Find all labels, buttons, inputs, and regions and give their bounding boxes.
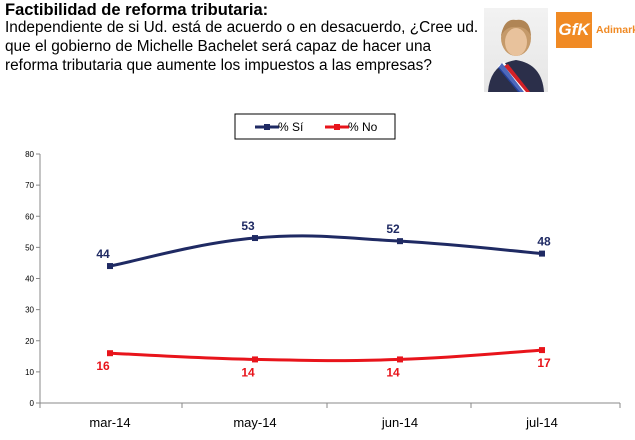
legend-label-no: % No	[348, 120, 378, 134]
data-label-si: 52	[386, 222, 400, 236]
x-tick-label: may-14	[233, 415, 276, 430]
adimark-logo-text: Adimark	[596, 24, 635, 36]
data-label-si: 44	[96, 247, 110, 261]
data-label-no: 14	[241, 365, 255, 379]
y-tick-label: 20	[25, 337, 34, 346]
y-tick-label: 40	[25, 275, 34, 284]
legend-label-si: % Sí	[278, 120, 304, 134]
data-label-si: 53	[241, 219, 255, 233]
data-point-no	[539, 347, 545, 354]
data-point-si	[252, 235, 258, 242]
y-tick-label: 80	[25, 150, 34, 159]
data-label-si: 48	[537, 235, 551, 249]
y-tick-label: 60	[25, 212, 34, 221]
chart-legend: % Sí % No	[234, 113, 396, 140]
y-tick-label: 0	[30, 399, 35, 408]
page-title: Factibilidad de reforma tributaria:	[5, 1, 269, 19]
legend-marker-si	[264, 124, 270, 130]
y-tick-label: 70	[25, 181, 34, 190]
y-tick-label: 10	[25, 368, 34, 377]
data-point-no	[252, 356, 258, 363]
x-tick-label: jun-14	[381, 415, 418, 430]
portrait-photo	[484, 8, 548, 92]
series-no: 16 14 14 17	[96, 347, 551, 379]
data-point-si	[539, 250, 545, 257]
legend-marker-no	[334, 124, 340, 130]
x-tick-label: mar-14	[89, 415, 130, 430]
y-tick-label: 30	[25, 306, 34, 315]
y-tick-label: 50	[25, 243, 34, 252]
data-label-no: 14	[386, 365, 400, 379]
series-si: 44 53 52 48	[96, 219, 551, 270]
gfk-logo-mark: GfK	[556, 12, 592, 48]
series-layer: 44 53 52 48 16 14 14 17	[96, 219, 551, 379]
y-axis-ticks: 0 10 20 30 40 50 60 70 80	[25, 150, 40, 408]
x-axis-ticks: mar-14 may-14 jun-14 jul-14	[39, 403, 621, 430]
series-line-si	[109, 234, 543, 268]
series-line-no	[109, 348, 543, 363]
chart-axes	[39, 154, 620, 404]
line-chart: 0 10 20 30 40 50 60 70 80 mar-14 may-14 jun-14 jul-…	[25, 113, 621, 430]
data-point-si	[397, 238, 403, 245]
data-point-si	[107, 263, 113, 270]
data-point-no	[107, 350, 113, 357]
data-label-no: 16	[96, 359, 110, 373]
gfk-adimark-logo: GfK Adimark	[556, 12, 635, 50]
data-label-no: 17	[537, 356, 551, 370]
x-tick-label: jul-14	[525, 415, 558, 430]
survey-question: Independiente de si Ud. está de acuerdo …	[5, 19, 479, 74]
data-point-no	[397, 356, 403, 363]
